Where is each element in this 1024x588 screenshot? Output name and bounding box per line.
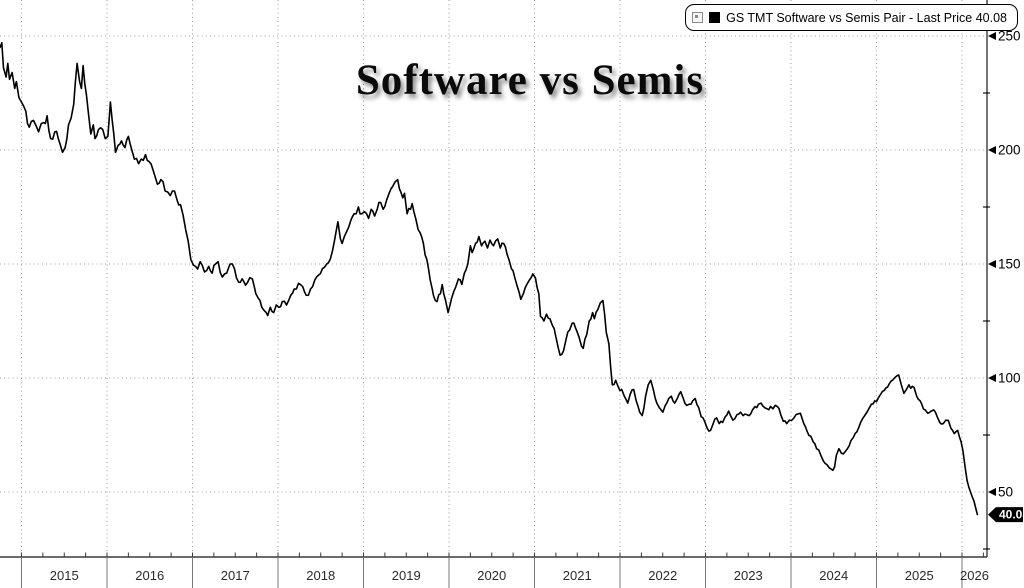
y-axis-tick-label: 150 — [998, 257, 1021, 272]
y-tick-arrow-icon — [988, 32, 996, 40]
y-tick-arrow-icon — [988, 488, 996, 496]
series-swatch-icon — [709, 12, 721, 23]
y-axis-tick-label: 50 — [998, 485, 1013, 500]
x-axis-year-label: 2018 — [306, 568, 335, 583]
last-price-tag — [988, 507, 1023, 523]
legend-box[interactable]: GS TMT Software vs Semis Pair - Last Pri… — [685, 4, 1018, 31]
x-axis-year-label: 2017 — [221, 568, 250, 583]
y-tick-arrow-icon — [988, 374, 996, 382]
x-axis-year-label: 2025 — [905, 568, 934, 583]
last-price-value: 40.08 — [999, 508, 1024, 522]
legend-label: GS TMT Software vs Semis Pair - Last Pri… — [726, 10, 1007, 25]
y-tick-arrow-icon — [988, 260, 996, 268]
y-tick-arrow-icon — [988, 146, 996, 154]
x-axis-year-label: 2021 — [563, 568, 592, 583]
x-axis-year-label: 2023 — [734, 568, 763, 583]
x-axis-year-label: 2026 — [960, 568, 989, 583]
x-axis-year-label: 2022 — [648, 568, 677, 583]
x-axis-year-label: 2015 — [50, 568, 79, 583]
chart-title: Software vs Semis — [355, 57, 705, 104]
y-axis-tick-label: 250 — [998, 29, 1021, 44]
x-axis-year-label: 2020 — [477, 568, 506, 583]
x-axis-year-label: 2016 — [135, 568, 164, 583]
y-axis-tick-label: 100 — [998, 371, 1021, 386]
price-line[interactable] — [0, 42, 979, 516]
x-axis-year-label: 2019 — [392, 568, 421, 583]
y-axis-tick-label: 200 — [998, 143, 1021, 158]
x-axis-year-label: 2024 — [819, 568, 848, 583]
expand-icon[interactable] — [692, 12, 704, 23]
